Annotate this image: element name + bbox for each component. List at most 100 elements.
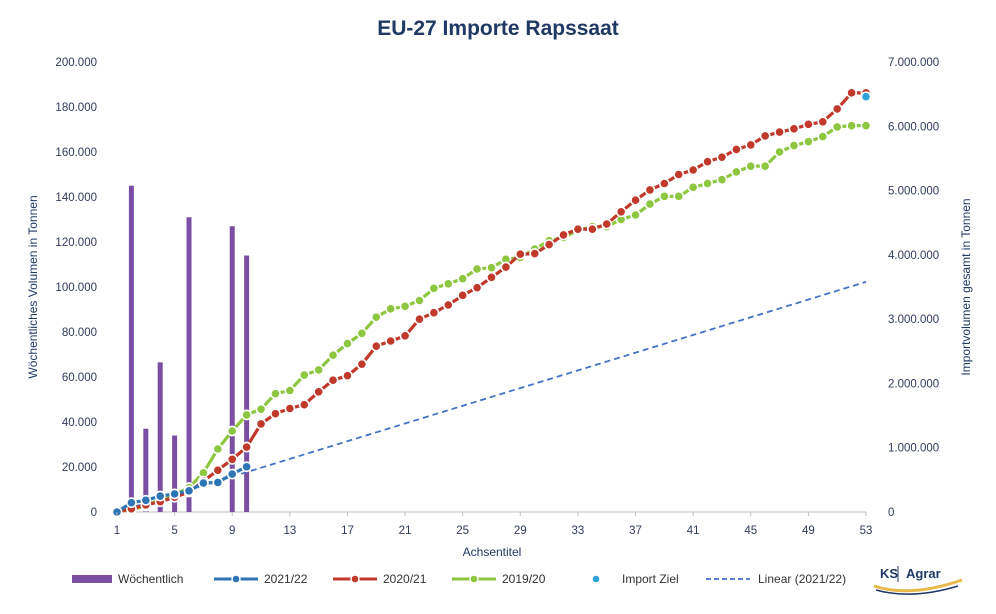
x-tick-label: 21 <box>399 525 412 537</box>
legend-label: 2019/20 <box>502 572 546 586</box>
line-series-group <box>111 87 872 518</box>
x-tick-label: 33 <box>572 525 585 537</box>
y-left-tick-label: 0 <box>91 507 97 519</box>
series-point-2019-20 <box>745 160 757 172</box>
series-point-2020-21 <box>226 453 238 465</box>
series-point-2019-20 <box>298 369 310 381</box>
series-point-2020-21 <box>399 330 411 342</box>
series-point-2019-20 <box>471 263 483 275</box>
y-left-tick-label: 200.000 <box>55 57 97 69</box>
legend-swatch-weekly <box>72 575 112 583</box>
series-line-2020-21 <box>116 91 866 514</box>
legend-swatch-marker <box>469 574 479 584</box>
x-tick-label: 17 <box>341 525 354 537</box>
series-point-2019-20 <box>370 311 382 323</box>
series-point-2020-21 <box>356 358 368 370</box>
series-point-2020-21 <box>687 164 699 176</box>
series-point-2020-21 <box>486 271 497 283</box>
y-axis-left-title: Wöchentliches Volumen in Tonnen <box>26 195 40 378</box>
series-point-2020-21 <box>457 289 469 301</box>
series-point-2020-21 <box>500 261 512 273</box>
series-point-2020-21 <box>788 123 800 135</box>
series-point-2019-20 <box>716 174 728 186</box>
logo-agrar-text: Agrar <box>906 566 941 581</box>
series-point-2019-20 <box>802 136 814 148</box>
series-point-2020-21 <box>759 130 771 142</box>
series-point-2020-21 <box>385 335 397 347</box>
y-right-tick-label: 2.000.000 <box>888 378 939 390</box>
series-point-2021-22 <box>198 477 209 489</box>
series-point-2019-20 <box>226 425 238 437</box>
series-point-2019-20 <box>788 140 800 151</box>
series-point-2020-21 <box>529 248 541 259</box>
series-point-2019-20 <box>270 388 281 400</box>
series-point-2020-21 <box>586 223 598 235</box>
x-axis-title: Achsentitel <box>463 545 522 559</box>
series-point-2020-21 <box>471 282 483 294</box>
y-right-tick-label: 4.000.000 <box>888 250 939 262</box>
series-point-2021-22 <box>226 468 238 480</box>
y-right-tick-label: 7.000.000 <box>888 57 939 69</box>
series-point-2020-21 <box>313 386 325 398</box>
weekly-bar <box>172 435 178 512</box>
series-point-2019-20 <box>442 278 454 290</box>
x-tick-label: 45 <box>744 525 757 537</box>
series-point-2020-21 <box>558 229 569 241</box>
series-point-2020-21 <box>342 370 353 382</box>
weekly-bar <box>244 255 250 512</box>
series-point-2021-22 <box>183 485 195 497</box>
series-point-2020-21 <box>327 374 339 386</box>
series-point-2020-21 <box>831 103 843 115</box>
series-point-2020-21 <box>284 403 296 414</box>
series-point-2020-21 <box>615 206 627 218</box>
series-point-2020-21 <box>572 223 584 235</box>
y-right-tick-label: 0 <box>888 507 894 519</box>
series-point-2020-21 <box>716 151 728 163</box>
series-point-2019-20 <box>817 131 829 142</box>
series-point-2019-20 <box>212 443 224 455</box>
legend-label: Linear (2021/22) <box>758 572 846 586</box>
series-line-2019-20 <box>116 123 866 514</box>
series-point-2021-22 <box>154 490 166 502</box>
bar-series-weekly <box>128 185 250 512</box>
y-left-tick-label: 80.000 <box>62 327 97 339</box>
series-point-2020-21 <box>255 418 267 430</box>
x-tick-label: 41 <box>687 525 700 537</box>
import-ziel-point <box>860 91 872 103</box>
series-point-2020-21 <box>846 87 857 99</box>
y-right-tick-label: 3.000.000 <box>888 314 939 326</box>
series-point-2020-21 <box>428 307 440 319</box>
series-point-2020-21 <box>817 116 829 128</box>
x-tick-label: 9 <box>229 525 235 537</box>
y-left-tick-label: 40.000 <box>62 417 97 429</box>
series-point-2019-20 <box>687 181 699 193</box>
x-tick-label: 13 <box>283 525 296 537</box>
legend-label: 2021/22 <box>264 572 308 586</box>
series-point-2020-21 <box>543 239 555 250</box>
x-tick-label: 1 <box>114 525 120 537</box>
series-point-2019-20 <box>774 146 785 158</box>
logo-swoosh-icon <box>873 566 963 595</box>
series-point-2020-21 <box>774 126 785 138</box>
series-point-2020-21 <box>414 313 425 325</box>
legend-swatch-import-ziel <box>591 574 601 584</box>
y-right-tick-label: 6.000.000 <box>888 121 939 133</box>
series-point-2020-21 <box>241 441 253 453</box>
series-point-2020-21 <box>370 340 382 352</box>
y-right-tick-label: 1.000.000 <box>888 443 939 455</box>
series-point-2021-22 <box>126 497 137 509</box>
series-point-2020-21 <box>298 399 310 411</box>
legend-label: 2020/21 <box>383 572 427 586</box>
ks-agrar-logo: KS Agrar <box>870 552 970 602</box>
series-point-2021-22 <box>140 494 152 506</box>
legend-swatch-marker <box>350 574 360 584</box>
series-point-2020-21 <box>270 408 281 420</box>
series-point-2020-21 <box>630 194 641 206</box>
series-point-2020-21 <box>442 299 454 311</box>
x-tick-label: 29 <box>514 525 527 537</box>
series-point-2019-20 <box>457 273 469 285</box>
legend: Wöchentlich 2021/22 2020/21 2019/20 Import Z… <box>72 572 846 586</box>
series-point-2019-20 <box>356 327 368 339</box>
series-point-2019-20 <box>673 190 685 202</box>
